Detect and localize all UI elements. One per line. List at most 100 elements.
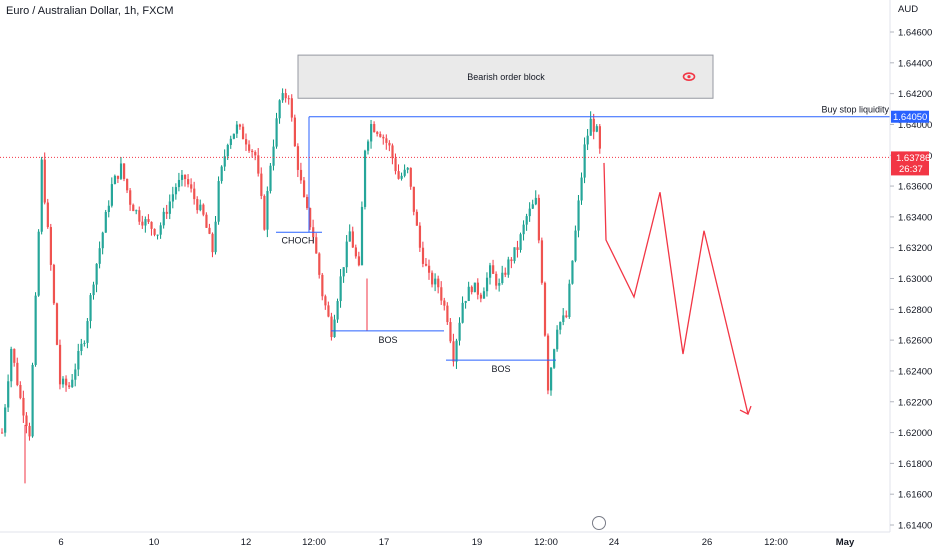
candle-body	[205, 214, 208, 228]
candle-body	[98, 248, 101, 264]
candle	[550, 366, 553, 396]
candle	[583, 137, 586, 184]
candle-body	[574, 230, 577, 261]
candle-body	[406, 167, 409, 170]
candle-body	[553, 349, 556, 368]
candle-body	[43, 159, 46, 203]
candle	[507, 256, 510, 278]
candle-body	[144, 219, 147, 226]
time-tick-label: 10	[149, 537, 160, 548]
candle-body	[489, 265, 492, 278]
candle	[351, 226, 354, 248]
candle	[373, 121, 376, 133]
candle	[437, 275, 440, 294]
candle	[482, 287, 486, 299]
projected-path[interactable]	[603, 162, 749, 415]
candle	[553, 348, 556, 370]
price-axis: 1.646001.644001.642001.640001.638001.636…	[889, 0, 932, 532]
candle	[119, 157, 123, 181]
candle-body	[260, 173, 263, 196]
candle	[559, 321, 562, 335]
candle	[595, 124, 598, 133]
price-tick-label: 1.64400	[898, 58, 932, 69]
candle-body	[373, 124, 376, 133]
candle	[418, 222, 422, 252]
candle-body	[284, 93, 287, 99]
candle	[22, 390, 25, 423]
candle-body	[397, 171, 400, 179]
candle	[65, 375, 68, 392]
candle-body	[589, 118, 592, 136]
time-tick-label: 17	[379, 537, 390, 548]
candle-body	[321, 274, 324, 297]
candle	[498, 278, 501, 292]
candle	[150, 221, 153, 236]
candle	[171, 186, 174, 209]
candle-body	[583, 144, 586, 178]
current-price-tag: 1.63786 26:37	[891, 151, 930, 176]
candle	[348, 224, 351, 242]
candle-body	[461, 302, 464, 323]
candle	[1, 428, 4, 434]
candle	[370, 119, 373, 149]
candle-body	[299, 169, 303, 181]
candle	[446, 302, 449, 325]
candle	[333, 314, 336, 338]
candle	[473, 282, 476, 293]
candle	[229, 135, 232, 149]
time-tick-label: 12:00	[302, 537, 326, 548]
lightning-icon[interactable]	[592, 516, 606, 530]
candle	[19, 381, 22, 400]
candle-body	[571, 260, 574, 284]
candle-body	[83, 342, 86, 344]
candle-body	[80, 343, 83, 351]
candle-body	[86, 321, 89, 343]
candle-body	[34, 295, 37, 365]
candle	[589, 111, 592, 136]
candle	[269, 162, 272, 194]
candle	[168, 194, 171, 220]
candle	[592, 113, 595, 140]
price-tick-label: 1.61600	[898, 490, 932, 501]
candle	[281, 88, 284, 103]
candle-body	[324, 296, 327, 306]
candle-body	[177, 179, 181, 188]
candle	[385, 134, 388, 150]
order-block-rect[interactable]	[297, 54, 714, 99]
liquidity-price-tag: 1.64050	[891, 110, 929, 123]
time-tick-label: May	[836, 537, 855, 548]
candle	[586, 128, 589, 151]
candle	[162, 207, 165, 229]
candle	[345, 235, 348, 273]
candle-body	[333, 319, 336, 338]
candle	[275, 112, 278, 149]
candle	[132, 203, 135, 212]
candle	[299, 162, 303, 184]
candle	[193, 181, 196, 205]
price-tick-label: 1.62400	[898, 366, 932, 377]
candle-body	[235, 124, 239, 134]
candle-body	[540, 240, 544, 283]
candle-body	[458, 322, 461, 341]
candle-body	[598, 126, 601, 149]
candle-body	[196, 199, 199, 211]
candle-body	[272, 146, 275, 166]
candle-body	[577, 200, 580, 231]
candle	[394, 153, 397, 175]
candle	[290, 94, 293, 122]
candle-body	[446, 305, 449, 323]
eye-icon[interactable]	[682, 72, 696, 81]
candle	[278, 99, 281, 124]
candle	[537, 194, 540, 244]
candle-body	[412, 186, 415, 212]
candle	[360, 201, 364, 266]
price-tick-label: 1.64600	[898, 28, 932, 39]
candle-body	[379, 133, 382, 137]
buy-stop-liquidity-label: Buy stop liquidity	[821, 105, 889, 115]
candle	[452, 333, 455, 367]
candle-body	[232, 133, 235, 139]
candle-body	[171, 194, 174, 202]
candle-body	[92, 284, 95, 296]
candle	[257, 148, 260, 177]
